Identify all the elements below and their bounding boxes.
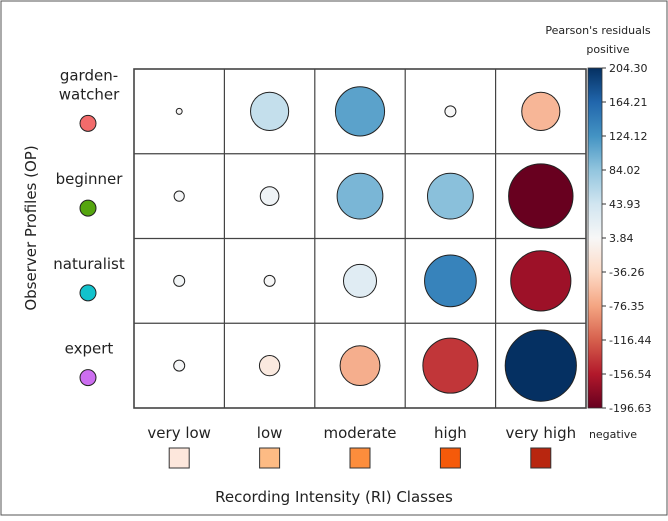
bubble: [173, 359, 186, 372]
y-category-marker: [79, 369, 97, 387]
bubble: [336, 172, 384, 220]
y-category-label: expert: [65, 340, 114, 358]
bubble: [424, 254, 477, 308]
bubble: [504, 329, 577, 402]
y-category-label: watcher: [59, 85, 120, 103]
colorbar-negative-label: negative: [589, 428, 637, 441]
x-category-swatch: [259, 447, 281, 469]
colorbar-tick-label: -156.54: [609, 368, 651, 381]
colorbar-tick-label: -36.26: [609, 266, 644, 279]
colorbar-tick-label: -196.63: [609, 402, 651, 415]
bubble: [259, 186, 280, 206]
colorbar-tick-label: 3.84: [609, 232, 634, 245]
x-category-swatch: [349, 447, 371, 469]
y-category-labels: garden-watcher beginner naturalist expert: [53, 66, 125, 387]
colorbar-title: Pearson's residuals: [545, 24, 651, 37]
x-category-swatch: [168, 447, 190, 469]
colorbar-tick-label: 204.30: [609, 62, 648, 75]
bubble: [422, 337, 479, 394]
bubble: [508, 163, 574, 229]
y-axis-title: Observer Profiles (OP): [22, 145, 40, 310]
bubble: [173, 190, 185, 202]
colorbar-ticks: 204.30 164.21 124.12 84.02 43.93 3.84 -36.26 -7…: [602, 62, 651, 415]
bubble: [444, 105, 457, 118]
y-category-label: beginner: [56, 170, 124, 188]
y-category-label: garden-: [60, 66, 118, 84]
bubble-layer: [173, 86, 577, 402]
x-category-swatch: [530, 447, 552, 469]
bubble: [263, 274, 276, 287]
x-category-labels: very low low moderate high very high: [147, 424, 576, 469]
colorbar-tick-label: -116.44: [609, 334, 651, 347]
y-category-marker: [79, 114, 97, 132]
colorbar-tick-label: 43.93: [609, 198, 641, 211]
y-category-marker: [79, 199, 97, 217]
bubble: [258, 354, 281, 377]
colorbar-tick-label: -76.35: [609, 300, 644, 313]
bubble: [250, 91, 290, 131]
bubble: [342, 263, 378, 298]
x-category-swatch: [439, 447, 461, 469]
bubble: [175, 107, 183, 115]
x-category-label: very high: [505, 424, 576, 442]
x-category-label: very low: [147, 424, 211, 442]
colorbar: [587, 67, 603, 409]
bubble: [521, 91, 561, 131]
x-axis-title: Recording Intensity (RI) Classes: [215, 488, 453, 506]
bubble: [334, 86, 386, 137]
bubble: [173, 274, 186, 287]
bubble: [510, 250, 572, 312]
y-category-label: naturalist: [53, 255, 125, 273]
x-category-label: high: [434, 424, 467, 442]
colorbar-positive-label: positive: [586, 43, 629, 56]
x-category-label: low: [257, 424, 283, 442]
x-category-label: moderate: [323, 424, 396, 442]
y-category-marker: [79, 284, 97, 302]
colorbar-tick-label: 164.21: [609, 96, 648, 109]
bubble: [427, 172, 474, 220]
bubble: [339, 345, 381, 387]
grid-lines: [134, 69, 586, 408]
colorbar-tick-label: 84.02: [609, 164, 641, 177]
colorbar-tick-label: 124.12: [609, 130, 648, 143]
